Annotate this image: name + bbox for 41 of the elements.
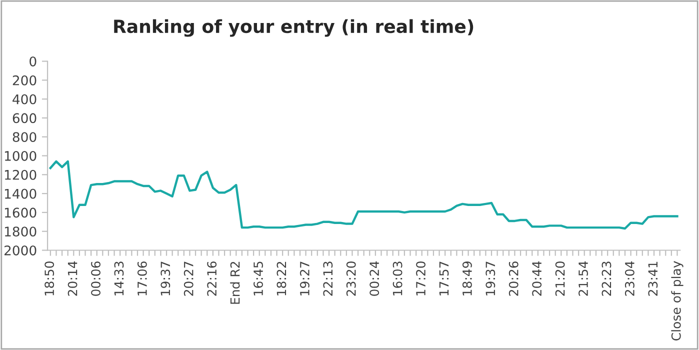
x-tick-label: 16:45 [254, 262, 263, 296]
x-tick-label: 16:03 [392, 262, 402, 296]
x-tick-label: 21:54 [578, 261, 588, 296]
x-tick-label: 20:26 [508, 261, 518, 296]
x-tick-label: 18:22 [276, 262, 286, 296]
x-tick-label: 19:37 [160, 262, 170, 296]
x-tick-label: 18:50 [44, 261, 54, 296]
y-tick-label: 400 [12, 94, 36, 104]
x-tick-label: 17:57 [439, 262, 449, 296]
x-tick-label: 17:06 [137, 261, 147, 296]
x-tick-label: 19:37 [486, 262, 496, 296]
x-tick-label: End R2 [230, 262, 240, 304]
x-tick-label: 17:20 [416, 261, 426, 296]
x-tick-label: 22:16 [207, 261, 217, 296]
x-tick-label: 21:20 [555, 261, 565, 296]
y-tick-label: 1400 [4, 188, 36, 199]
y-tick-label: 1800 [4, 226, 36, 237]
x-tick-label: 23:41 [648, 262, 658, 296]
x-tick-label: 19:27 [300, 262, 310, 296]
x-tick-label: 20:27 [184, 262, 194, 296]
chart-title: Ranking of your entry (in real time) [114, 19, 474, 37]
y-tick-label: 0 [30, 56, 36, 66]
x-tick-label: 23:04 [624, 261, 634, 296]
x-tick-label: 22:23 [602, 262, 612, 296]
y-tick-label: 1000 [4, 150, 36, 161]
x-tick-label: 14:33 [114, 262, 124, 296]
x-tick-label: Close of play [671, 261, 684, 340]
x-tick-label: 00:24 [370, 261, 380, 296]
y-tick-label: 200 [12, 75, 36, 86]
x-tick-label: 23:20 [346, 261, 356, 296]
y-tick-label: 1600 [4, 208, 36, 218]
x-tick-label: 20:44 [532, 261, 542, 296]
line-series [49, 160, 678, 230]
y-tick-label: 800 [12, 132, 36, 142]
x-tick-label: 00:06 [91, 261, 100, 296]
x-tick-label: 22:13 [323, 262, 333, 296]
x-tick-label: 20:14 [68, 261, 78, 296]
x-tick-label: 18:49 [462, 262, 472, 296]
y-tick-label: 600 [12, 113, 36, 124]
y-tick-label: 1200 [4, 170, 36, 180]
y-tick-label: 2000 [4, 245, 36, 256]
